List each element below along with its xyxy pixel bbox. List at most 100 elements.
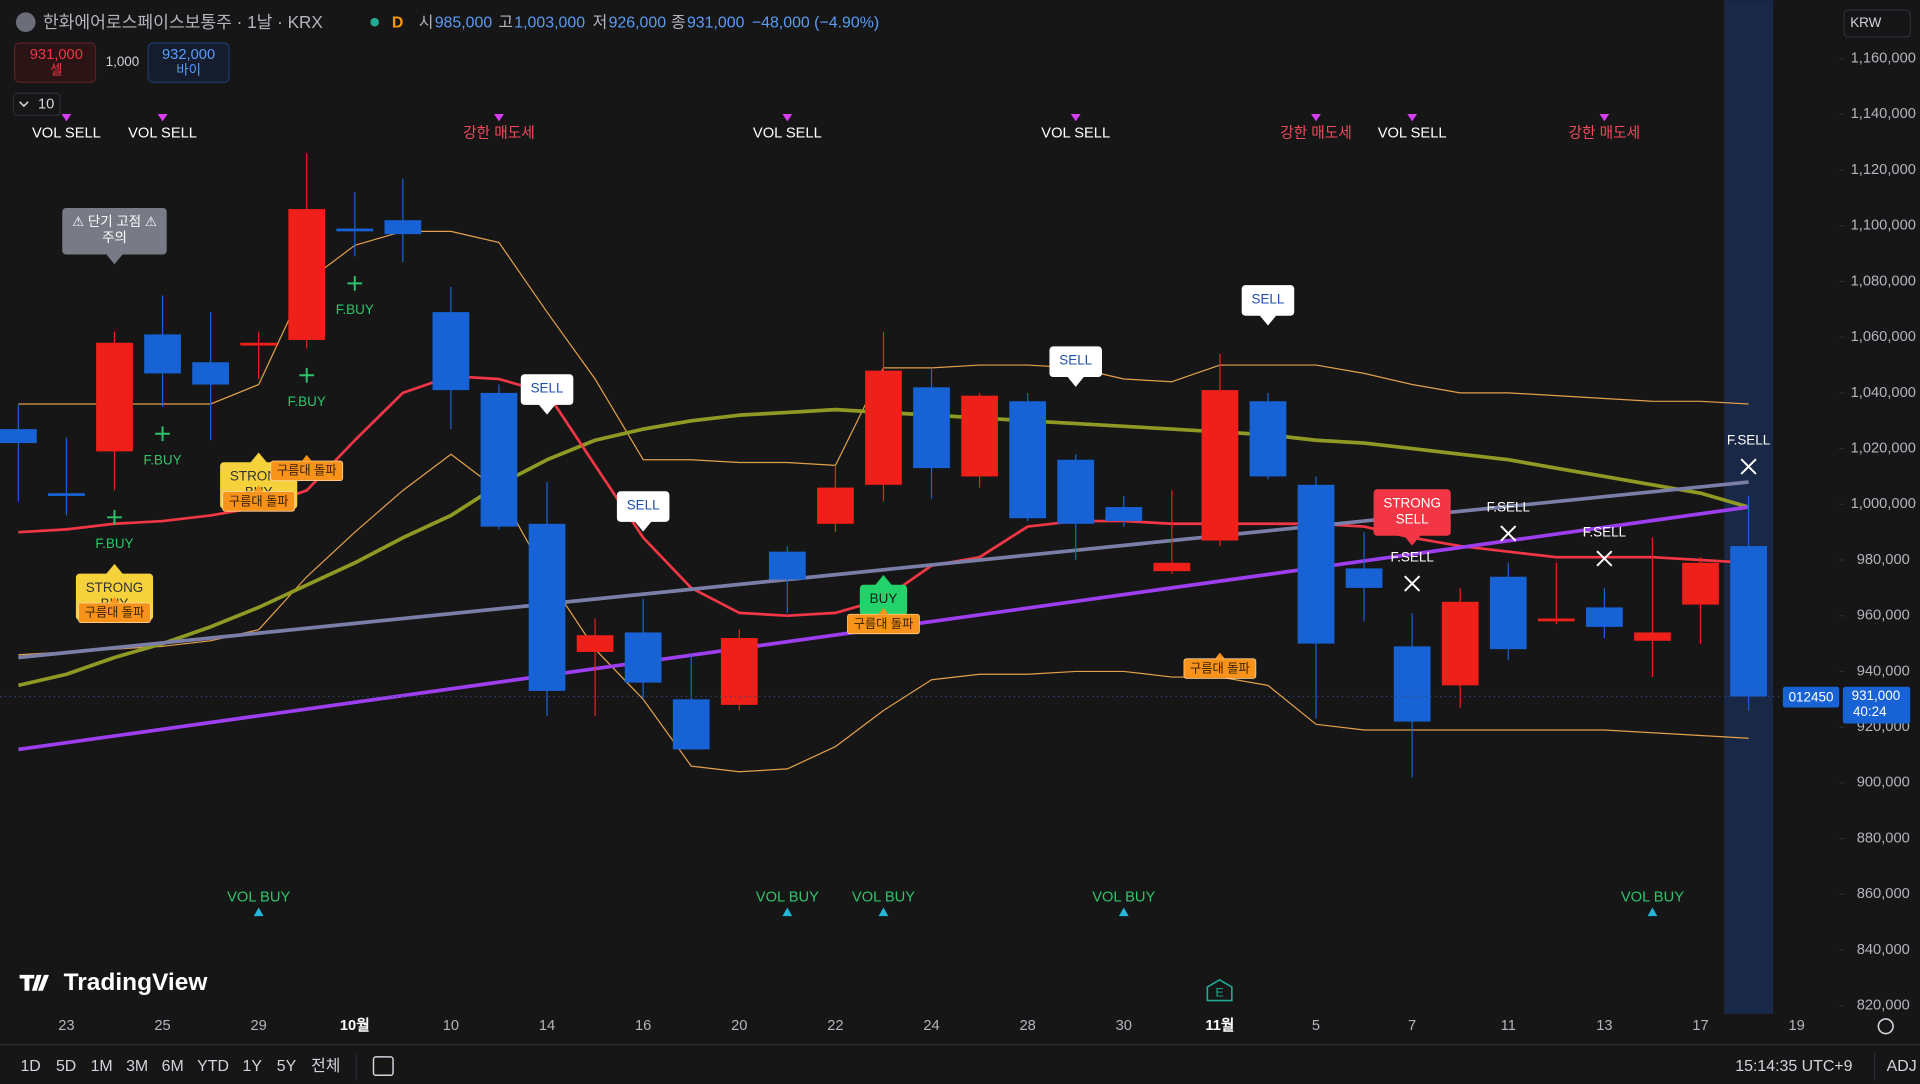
range-button[interactable]: 3M [126,1058,148,1075]
candle-body [1345,568,1383,588]
bubble-text: SELL [1059,353,1092,368]
range-button[interactable]: 전체 [311,1057,340,1075]
brand-name[interactable]: TradingView [64,969,209,996]
signal-label: VOL BUY [227,890,290,906]
bubble-text: 주의 [102,230,127,245]
fractal-label: F.SELL [1487,499,1531,514]
fractal-marker [107,509,122,525]
earnings-marker[interactable] [1206,978,1233,1002]
bubble-text: SELL [1396,511,1429,526]
signal-marker [157,114,168,122]
last-price-box [1842,686,1911,724]
range-button[interactable]: YTD [197,1058,229,1075]
bubble-pointer [634,521,652,532]
y-tick-label: 1,140,000 [1851,106,1916,122]
y-tick-label: 980,000 [1857,552,1910,568]
range-button[interactable]: 5Y [277,1058,297,1075]
signal-label: VOL SELL [32,126,101,142]
sell-button[interactable] [14,42,97,83]
signal-label: 강한 매도세 [463,125,535,142]
candle-body [624,632,662,683]
bubble-box [1241,285,1295,316]
bubble-pointer [1403,535,1421,546]
signal-label: VOL SELL [753,126,822,142]
cloud-tag-pointer [878,608,889,615]
candle-body [1249,401,1287,477]
fractal-label: F.BUY [95,536,133,551]
indicator-toggle[interactable] [12,92,61,116]
bubble-box [616,491,670,522]
candle-body [480,392,518,527]
signal-label: VOL BUY [1621,890,1684,906]
cloud-tag-text: 구름대 돌파 [277,464,337,478]
signal-label: VOL BUY [852,890,915,906]
candle-body [384,220,422,235]
range-button[interactable]: 5D [56,1058,76,1075]
y-tick-label: 1,040,000 [1851,385,1916,401]
y-tick-label: 880,000 [1857,830,1910,846]
legend-value: 985,000 [435,15,493,32]
plot-area: VOL SELL VOL SELL 강한 매도세 VOL SELL VOL SELL 강한… [0,0,1837,1015]
y-tick-label: 1,060,000 [1851,329,1916,345]
signal-marker [253,907,264,917]
date-range-icon[interactable] [372,1056,394,1076]
candle-body [1057,459,1095,524]
x-tick-label: 20 [731,1018,747,1034]
cloud-tag-text: 구름대 돌파 [854,617,914,631]
x-tick-label: 11 [1501,1018,1516,1034]
candle-body [576,635,614,652]
candle-body [1393,646,1431,722]
bubble-box [62,207,167,255]
legend-change: −48,000 (−4.90%) [752,15,879,32]
candle-body [432,312,470,391]
candle-body [144,334,181,374]
symbol-title[interactable]: 한화에어로스페이스보통주 · 1날 · KRX [43,12,324,32]
symbol-code: 012450 [1789,689,1834,704]
settings-icon[interactable] [1877,1018,1894,1035]
y-tick-label: 860,000 [1857,886,1910,902]
x-tick-label: 28 [1019,1018,1035,1034]
clock[interactable]: 15:14:35 UTC+9 [1735,1058,1852,1075]
range-button[interactable]: 1D [20,1058,40,1075]
fractal-label: F.SELL [1727,432,1771,447]
y-tick-label: 1,160,000 [1851,51,1916,67]
signal-marker [1118,907,1129,917]
x-tick-label: 17 [1692,1018,1708,1034]
sell-label: 셀 [50,63,62,78]
candle-body [1105,507,1143,522]
legend-value: 931,000 [687,15,745,32]
range-button[interactable]: 1Y [243,1058,263,1075]
currency-box[interactable] [1843,9,1911,38]
bubble-pointer [250,452,268,463]
x-tick-label: 11월 [1205,1017,1234,1034]
buy-price: 932,000 [162,47,215,63]
x-tick-label: 13 [1596,1018,1612,1034]
fractal-marker [347,276,363,291]
signal-marker [1599,114,1610,122]
candle-body [865,370,902,485]
order-quantity[interactable]: 1,000 [106,54,140,69]
fractal-marker [155,426,170,442]
signal-label: VOL BUY [1092,890,1155,906]
candle-body [192,362,229,385]
x-tick-label: 25 [154,1018,170,1034]
candle-body [0,429,37,444]
cloud-tag-pointer [109,596,120,604]
range-button[interactable]: 1M [91,1058,113,1075]
cloud-tag-text: 구름대 돌파 [85,606,145,620]
signal-label: 강한 매도세 [1569,125,1641,142]
last-price-label: 931,000 [1852,688,1901,703]
buy-button[interactable] [147,42,230,83]
adj-toggle[interactable]: ADJ [1887,1058,1917,1075]
candle-body [1586,607,1623,627]
cloud-tag-pointer [1215,652,1225,659]
indicator-line [18,453,1749,773]
bubble-pointer [105,563,124,575]
range-button[interactable]: 6M [162,1058,184,1075]
candle-body [48,493,85,496]
candle-body [1297,484,1335,644]
candle-body [1537,618,1575,622]
